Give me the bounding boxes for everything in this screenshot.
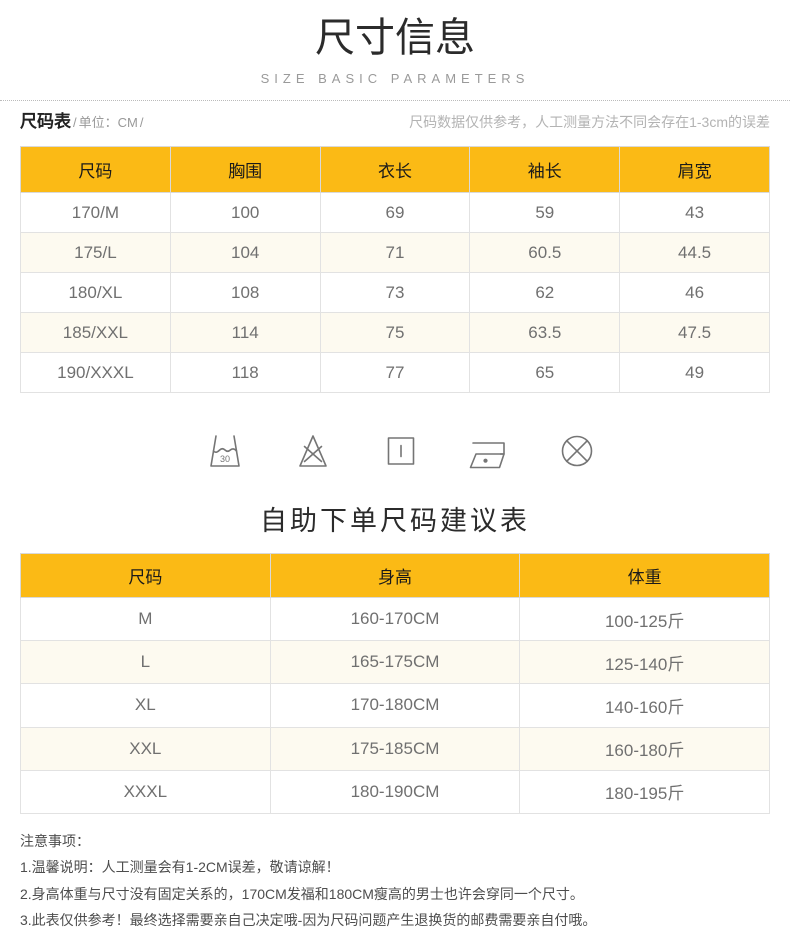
svg-text:30: 30 (220, 454, 230, 464)
